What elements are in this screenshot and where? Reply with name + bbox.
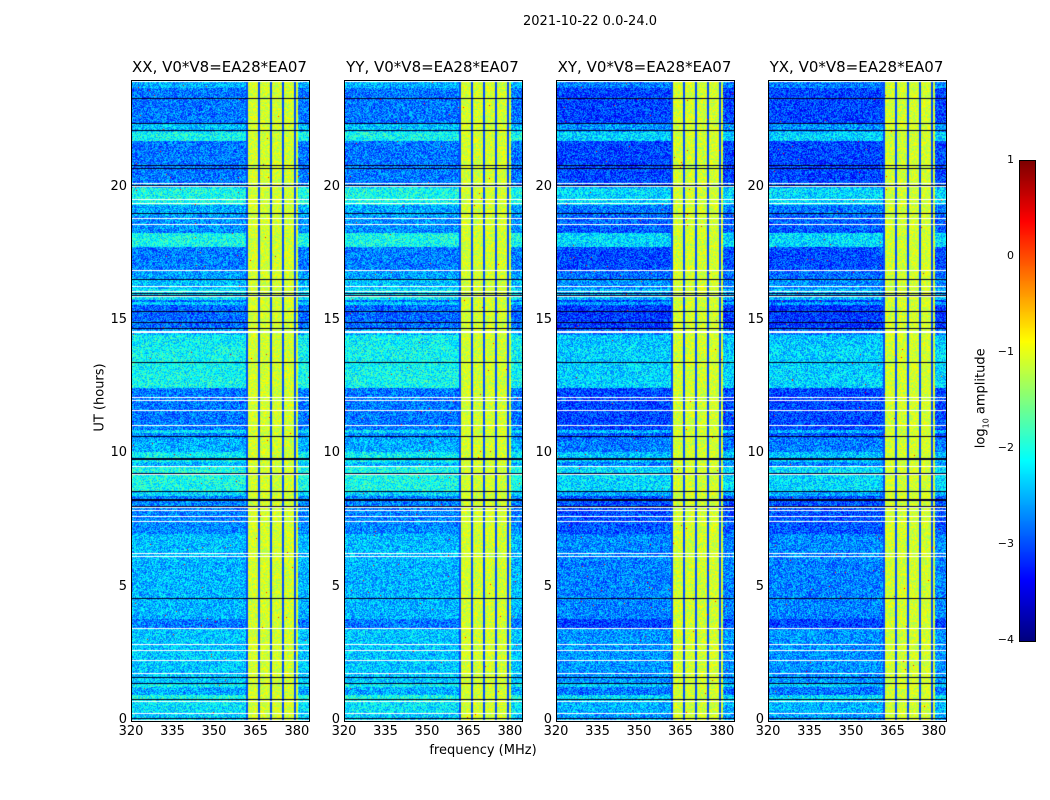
- x-tick-label: 380: [921, 724, 947, 739]
- x-tick-label: 350: [201, 724, 227, 739]
- x-axis-label-text: frequency (MHz): [429, 743, 537, 758]
- y-tick-label: 15: [535, 312, 552, 327]
- heatmap-panel-3: [768, 80, 947, 722]
- x-tick-label: 350: [626, 724, 652, 739]
- y-tick-label: 15: [323, 312, 340, 327]
- x-tick-label: 350: [414, 724, 440, 739]
- y-tick-label: 15: [110, 312, 127, 327]
- y-tick-label: 0: [543, 712, 552, 727]
- colorbar-label-rest: amplitude: [973, 348, 989, 419]
- colorbar-tick-label: −3: [997, 537, 1014, 550]
- x-tick-label: 335: [585, 724, 610, 739]
- heatmap-panel-2: [556, 80, 735, 722]
- colorbar-tick-label: −2: [997, 441, 1014, 454]
- colorbar-tick-label: 1: [1007, 153, 1014, 166]
- y-tick-label: 5: [118, 578, 127, 594]
- x-tick-label: 365: [243, 724, 268, 739]
- y-tick-label: 10: [323, 445, 340, 461]
- y-tick-label: 0: [331, 712, 340, 727]
- x-tick-label: 320: [331, 724, 357, 739]
- figure-title: 2021-10-22 0.0-24.0: [523, 14, 657, 29]
- heatmap-panel-0: [131, 80, 310, 722]
- x-tick-label: 335: [797, 724, 822, 739]
- x-tick-label: 335: [373, 724, 398, 739]
- y-tick-label: 20: [110, 178, 127, 194]
- panel-title: XY, V0*V8=EA28*EA07: [557, 58, 732, 76]
- x-tick-label: 335: [160, 724, 185, 739]
- y-tick-label: 5: [755, 578, 764, 594]
- y-tick-label: 0: [755, 712, 764, 727]
- colorbar-label-main: log: [973, 428, 989, 449]
- x-tick-label: 320: [118, 724, 144, 739]
- y-tick-label: 10: [747, 445, 764, 461]
- y-tick-label: 20: [535, 178, 552, 194]
- y-tick-label: 0: [118, 712, 127, 727]
- x-tick-label: 365: [456, 724, 481, 739]
- x-tick-label: 380: [497, 724, 523, 739]
- colorbar: [1019, 160, 1036, 642]
- y-tick-label: 20: [747, 178, 764, 194]
- y-tick-label: 5: [331, 578, 340, 594]
- x-tick-label: 365: [880, 724, 905, 739]
- panel-title: YX, V0*V8=EA28*EA07: [769, 58, 944, 76]
- y-tick-label: 10: [110, 445, 127, 461]
- x-tick-label: 380: [284, 724, 310, 739]
- x-tick-label: 350: [838, 724, 864, 739]
- x-axis-label: frequency (MHz): [0, 743, 1000, 758]
- y-tick-label: 5: [543, 578, 552, 594]
- x-tick-label: 365: [668, 724, 693, 739]
- colorbar-tick-label: −1: [997, 345, 1014, 358]
- x-tick-label: 320: [543, 724, 569, 739]
- colorbar-tick-label: −4: [997, 633, 1014, 646]
- y-tick-label: 15: [747, 312, 764, 327]
- panel-title: YY, V0*V8=EA28*EA07: [346, 58, 519, 76]
- colorbar-tick-label: 0: [1007, 249, 1014, 262]
- x-tick-label: 320: [755, 724, 781, 739]
- panel-title: XX, V0*V8=EA28*EA07: [132, 58, 307, 76]
- heatmap-panel-1: [344, 80, 523, 722]
- y-tick-label: 20: [323, 178, 340, 194]
- colorbar-label: log10 amplitude: [974, 338, 991, 458]
- y-tick-label: 10: [535, 445, 552, 461]
- colorbar-label-sub: 10: [981, 418, 991, 429]
- y-axis-label: UT (hours): [92, 363, 108, 432]
- x-tick-label: 380: [709, 724, 735, 739]
